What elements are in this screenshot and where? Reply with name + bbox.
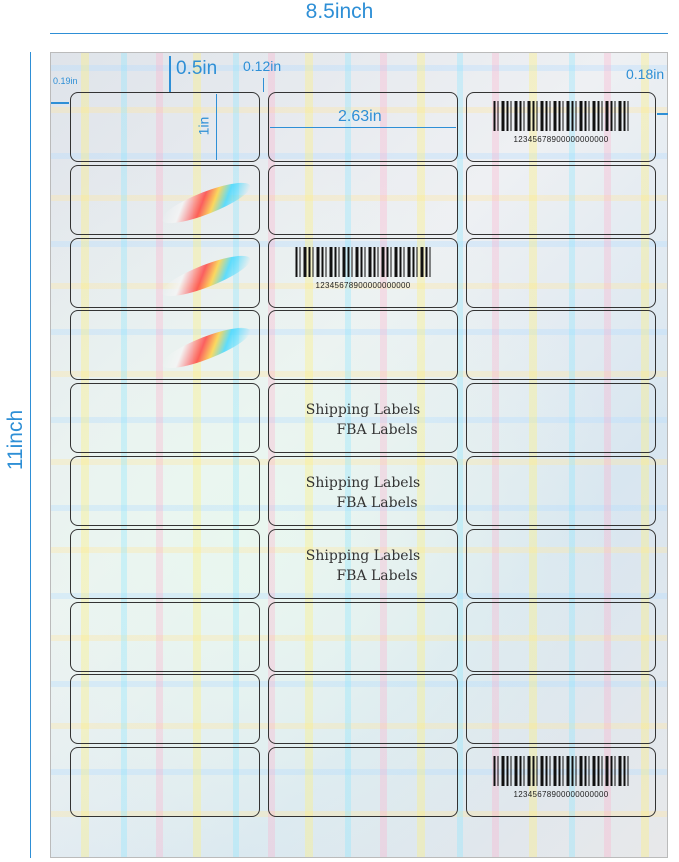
label: Shipping Labels FBA Labels	[268, 456, 458, 526]
sheet-height-label: 11inch	[4, 409, 28, 471]
sample-line-2: FBA Labels	[336, 567, 418, 584]
label	[268, 601, 458, 672]
label	[268, 747, 458, 818]
label	[466, 456, 656, 526]
holographic-glare	[156, 247, 256, 304]
barcode	[493, 101, 629, 131]
right-margin-label: 0.18in	[626, 66, 665, 82]
label	[70, 528, 260, 599]
label	[70, 164, 260, 235]
label: 12345678900000000000	[466, 92, 656, 162]
top-margin-line	[169, 56, 171, 92]
sample-text: Shipping Labels FBA Labels	[269, 546, 457, 586]
label: Shipping Labels FBA Labels	[268, 383, 458, 454]
left-margin-line	[51, 102, 69, 104]
gap-label: 0.12in	[243, 58, 282, 74]
sheet-width-label: 8.5inch	[305, 0, 374, 23]
height-dimension-line	[30, 52, 31, 858]
sample-line-1: Shipping Labels	[305, 475, 421, 491]
barcode-number: 12345678900000000000	[513, 790, 609, 800]
gap-line	[263, 78, 264, 92]
label	[466, 164, 656, 235]
label-width-label: 2.63in	[338, 108, 382, 125]
top-margin-label: 0.5in	[176, 58, 218, 79]
label	[466, 383, 656, 454]
holographic-label-sheet	[50, 52, 668, 858]
sample-line-1: Shipping Labels	[305, 547, 421, 564]
label	[70, 310, 260, 381]
label-height-line	[216, 94, 217, 160]
label	[466, 310, 656, 381]
label	[70, 674, 260, 745]
label: Shipping Labels FBA Labels	[268, 528, 458, 599]
label	[466, 674, 656, 745]
left-margin-label: 0.19in	[53, 76, 78, 86]
sample-line-2: FBA Labels	[336, 422, 418, 439]
sample-text: Shipping Labels FBA Labels	[269, 400, 457, 440]
barcode	[295, 246, 431, 277]
right-margin-line	[657, 113, 668, 115]
holographic-glare	[156, 320, 256, 377]
barcode	[493, 756, 629, 787]
barcode-number: 12345678900000000000	[315, 280, 411, 290]
label	[70, 92, 260, 162]
label	[70, 747, 260, 818]
sample-text: Shipping Labels FBA Labels	[269, 473, 457, 513]
label	[268, 164, 458, 235]
label	[70, 383, 260, 454]
label	[268, 674, 458, 745]
label	[268, 310, 458, 381]
label	[268, 92, 458, 162]
barcode-number: 12345678900000000000	[513, 135, 609, 144]
label: 12345678900000000000	[466, 747, 656, 818]
label: 12345678900000000000	[268, 237, 458, 308]
label	[466, 601, 656, 672]
width-dimension-line	[50, 33, 668, 34]
sample-line-2: FBA Labels	[336, 495, 418, 511]
label	[70, 456, 260, 526]
label	[466, 528, 656, 599]
holographic-glare	[156, 174, 256, 232]
label	[70, 237, 260, 308]
label-width-line	[270, 127, 456, 128]
sample-line-1: Shipping Labels	[305, 402, 421, 419]
label-height-label: 1in	[195, 116, 212, 136]
label	[466, 237, 656, 308]
label	[70, 601, 260, 672]
